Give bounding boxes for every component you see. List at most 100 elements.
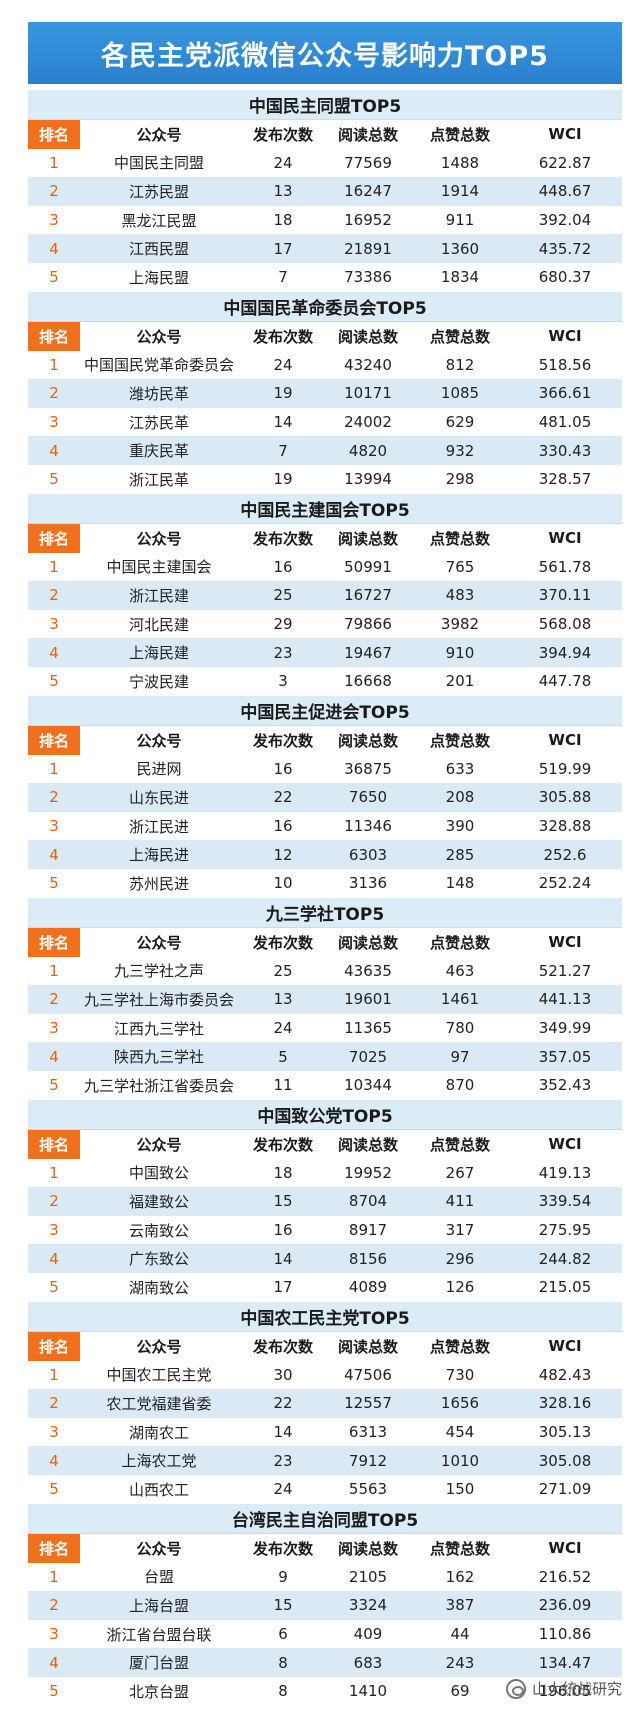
cell-wci: 568.08 xyxy=(538,615,592,634)
section-title: 九三学社TOP5 xyxy=(28,898,622,928)
column-header-likes: 点赞总数 xyxy=(429,933,490,952)
cell-likes: 463 xyxy=(445,961,475,980)
cell-rank: 4 xyxy=(49,1451,59,1470)
cell-likes: 1010 xyxy=(440,1451,480,1470)
cell-posts: 16 xyxy=(273,817,293,836)
table-row: 2 九三学社上海市委员会 13 19601 1461 441.13 xyxy=(28,985,622,1014)
cell-name: 上海民建 xyxy=(128,644,189,663)
cell-likes: 1656 xyxy=(440,1394,480,1413)
cell-wci: 561.78 xyxy=(538,557,592,576)
table-row: 5 宁波民建 3 16668 201 447.78 xyxy=(28,666,622,696)
cell-rank: 2 xyxy=(49,384,59,403)
cell-reads: 19952 xyxy=(344,1163,392,1182)
column-header-posts: 发布次数 xyxy=(252,933,313,952)
cell-name: 九三学社之声 xyxy=(113,962,204,981)
cell-rank: 3 xyxy=(49,1221,59,1240)
section-table: 中国致公党TOP5 排名 公众号 发布次数 阅读总数 点赞总数 WCI 1 中国致公 18 1995… xyxy=(28,1100,622,1302)
cell-reads: 43635 xyxy=(344,961,392,980)
cell-posts: 24 xyxy=(273,355,293,374)
cell-posts: 5 xyxy=(278,1047,288,1066)
cell-name: 重庆民革 xyxy=(128,442,189,461)
cell-reads: 36875 xyxy=(344,759,392,778)
cell-rank: 5 xyxy=(49,874,59,893)
cell-rank: 3 xyxy=(49,817,59,836)
cell-reads: 4820 xyxy=(348,441,388,460)
cell-rank: 3 xyxy=(49,1625,59,1644)
cell-wci: 519.99 xyxy=(538,759,592,778)
table-row: 5 苏州民进 10 3136 148 252.24 xyxy=(28,868,622,898)
cell-name: 上海民盟 xyxy=(128,268,189,287)
column-header-rank: 排名 xyxy=(28,726,80,755)
cell-name: 山西农工 xyxy=(128,1480,189,1499)
cell-likes: 1914 xyxy=(440,182,480,201)
cell-name: 中国国民党革命委员会 xyxy=(83,356,234,375)
table-row: 5 上海民盟 7 73386 1834 680.37 xyxy=(28,262,622,292)
cell-name: 湖南致公 xyxy=(128,1278,189,1297)
cell-wci: 521.27 xyxy=(538,961,592,980)
cell-reads: 19467 xyxy=(344,643,392,662)
section-title: 中国民主建国会TOP5 xyxy=(28,494,622,524)
column-header-wci: WCI xyxy=(548,125,582,144)
cell-wci: 275.95 xyxy=(538,1221,592,1240)
table-row: 1 台盟 9 2105 162 216.52 xyxy=(28,1562,622,1592)
section-table: 中国国民革命委员会TOP5 排名 公众号 发布次数 阅读总数 点赞总数 WCI 1 中国国民党革… xyxy=(28,292,622,494)
column-header-posts: 发布次数 xyxy=(252,731,313,750)
column-header-wci: WCI xyxy=(548,1539,582,1558)
table-row: 2 潍坊民革 19 10171 1085 366.61 xyxy=(28,379,622,408)
cell-likes: 454 xyxy=(445,1423,475,1442)
wechat-icon xyxy=(505,1678,526,1699)
cell-rank: 4 xyxy=(49,441,59,460)
table-row: 4 厦门台盟 8 683 243 134.47 xyxy=(28,1648,622,1677)
table-row: 3 浙江省台盟台联 6 409 44 110.86 xyxy=(28,1619,622,1649)
column-header-wci: WCI xyxy=(548,1135,582,1154)
column-header-likes: 点赞总数 xyxy=(429,1539,490,1558)
cell-likes: 780 xyxy=(445,1019,475,1038)
cell-likes: 411 xyxy=(445,1192,475,1211)
cell-reads: 79866 xyxy=(344,615,392,634)
cell-posts: 9 xyxy=(278,1567,288,1586)
cell-posts: 25 xyxy=(273,961,293,980)
cell-posts: 17 xyxy=(273,1278,293,1297)
cell-wci: 370.11 xyxy=(538,586,592,605)
cell-reads: 16668 xyxy=(344,672,392,691)
cell-name: 浙江省台盟台联 xyxy=(106,1625,212,1644)
table-row: 2 江苏民盟 13 16247 1914 448.67 xyxy=(28,177,622,206)
cell-rank: 1 xyxy=(49,153,59,172)
cell-rank: 1 xyxy=(49,355,59,374)
cell-likes: 150 xyxy=(445,1480,475,1499)
cell-posts: 11 xyxy=(273,1076,293,1095)
cell-rank: 2 xyxy=(49,1394,59,1413)
cell-rank: 3 xyxy=(49,413,59,432)
column-header-wci: WCI xyxy=(548,933,582,952)
cell-name: 湖南农工 xyxy=(128,1423,189,1442)
section-title: 中国致公党TOP5 xyxy=(28,1100,622,1130)
cell-wci: 447.78 xyxy=(538,672,592,691)
cell-reads: 73386 xyxy=(344,268,392,287)
cell-reads: 16727 xyxy=(344,586,392,605)
cell-name: 江苏民盟 xyxy=(128,182,189,201)
cell-posts: 24 xyxy=(273,1019,293,1038)
cell-reads: 50991 xyxy=(344,557,392,576)
cell-likes: 162 xyxy=(445,1567,475,1586)
table-row: 1 九三学社之声 25 43635 463 521.27 xyxy=(28,956,622,986)
cell-rank: 3 xyxy=(49,1423,59,1442)
table-row: 5 浙江民革 19 13994 298 328.57 xyxy=(28,464,622,494)
cell-likes: 317 xyxy=(445,1221,475,1240)
cell-rank: 2 xyxy=(49,586,59,605)
cell-wci: 357.05 xyxy=(538,1047,592,1066)
table-header-row: 排名 公众号 发布次数 阅读总数 点赞总数 WCI xyxy=(28,1130,622,1159)
cell-likes: 201 xyxy=(445,672,475,691)
cell-rank: 4 xyxy=(49,643,59,662)
cell-reads: 4089 xyxy=(348,1278,388,1297)
cell-likes: 1488 xyxy=(440,153,480,172)
cell-likes: 730 xyxy=(445,1365,475,1384)
cell-rank: 1 xyxy=(49,961,59,980)
cell-posts: 8 xyxy=(278,1682,288,1701)
cell-likes: 1834 xyxy=(440,268,480,287)
cell-posts: 17 xyxy=(273,239,293,258)
table-row: 5 湖南致公 17 4089 126 215.05 xyxy=(28,1272,622,1302)
column-header-likes: 点赞总数 xyxy=(429,731,490,750)
cell-name: 宁波民建 xyxy=(128,672,189,691)
cell-name: 云南致公 xyxy=(128,1221,189,1240)
